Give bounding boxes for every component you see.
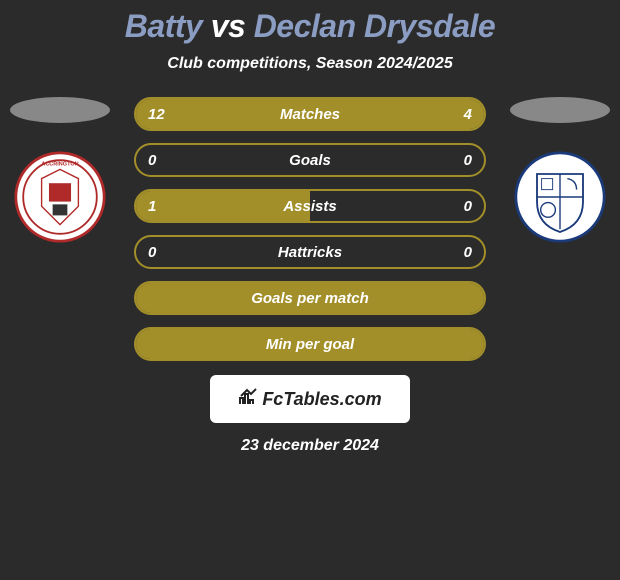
- stat-value-right: 0: [464, 152, 472, 169]
- stat-label: Min per goal: [136, 336, 484, 353]
- svg-text:ACCRINGTON: ACCRINGTON: [41, 162, 78, 168]
- chart-icon: [238, 388, 258, 411]
- player2-name: Declan Drysdale: [254, 8, 496, 44]
- title: Batty vs Declan Drysdale: [0, 8, 620, 45]
- stat-value-left: 12: [148, 106, 165, 123]
- stat-label: Hattricks: [136, 244, 484, 261]
- tranmere-badge-icon: [514, 151, 606, 243]
- player1-name: Batty: [125, 8, 203, 44]
- stat-value-right: 0: [464, 198, 472, 215]
- vs-text: vs: [211, 8, 246, 44]
- stat-row: Min per goal: [134, 327, 486, 361]
- stat-label: Matches: [136, 106, 484, 123]
- footer-date: 23 december 2024: [0, 437, 620, 455]
- brand-text: FcTables.com: [262, 389, 381, 410]
- comparison-card: Batty vs Declan Drysdale Club competitio…: [0, 0, 620, 455]
- main-panel: ACCRINGTON Matches124Goals00Assists10Hat…: [0, 97, 620, 361]
- left-column: ACCRINGTON: [0, 97, 120, 243]
- club-badge-right: [514, 151, 606, 243]
- stat-row: Goals per match: [134, 281, 486, 315]
- stats-list: Matches124Goals00Assists10Hattricks00Goa…: [134, 97, 486, 361]
- right-column: [500, 97, 620, 243]
- stat-value-left: 0: [148, 244, 156, 261]
- stat-value-left: 0: [148, 152, 156, 169]
- stat-label: Goals per match: [136, 290, 484, 307]
- stat-label: Assists: [136, 198, 484, 215]
- club-badge-left: ACCRINGTON: [14, 151, 106, 243]
- stat-value-left: 1: [148, 198, 156, 215]
- player1-photo-placeholder: [10, 97, 110, 123]
- brand-box: FcTables.com: [210, 375, 410, 423]
- accrington-badge-icon: ACCRINGTON: [14, 151, 106, 243]
- stat-row: Matches12 4: [134, 97, 486, 131]
- stat-label: Goals: [136, 152, 484, 169]
- stat-row: Goals0 0: [134, 143, 486, 177]
- stat-row: Hattricks0 0: [134, 235, 486, 269]
- stat-row: Assists1 0: [134, 189, 486, 223]
- player2-photo-placeholder: [510, 97, 610, 123]
- stat-value-right: 4: [464, 106, 472, 123]
- stat-value-right: 0: [464, 244, 472, 261]
- subtitle: Club competitions, Season 2024/2025: [0, 55, 620, 73]
